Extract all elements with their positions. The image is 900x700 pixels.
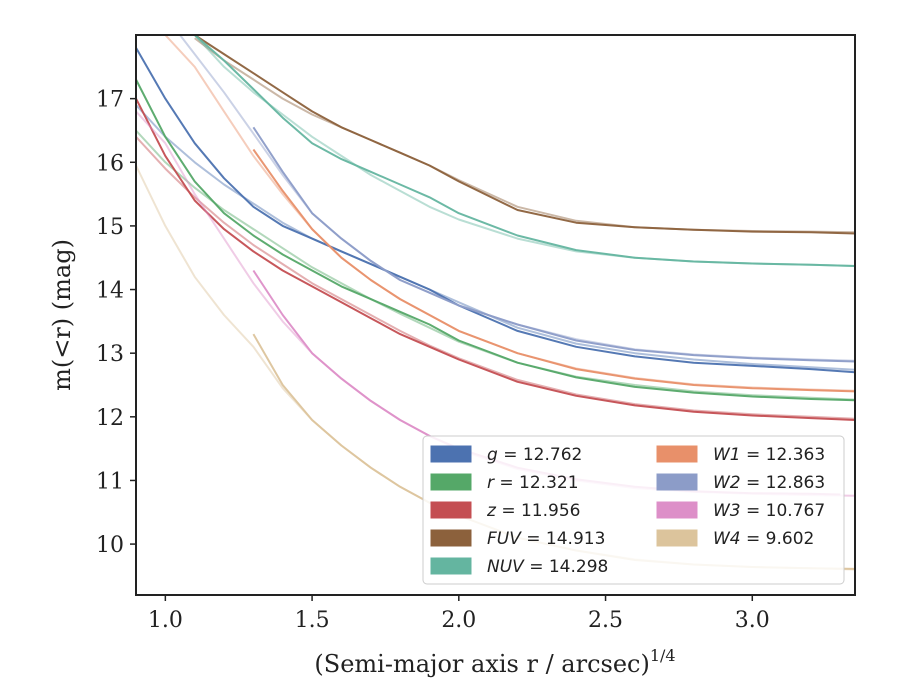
legend-label-name: W2 — [713, 473, 741, 493]
plot-frame — [135, 34, 856, 596]
series-line — [194, 35, 855, 267]
legend-label-value: = 12.363 — [741, 445, 826, 465]
legend-label: r = 12.321 — [487, 473, 579, 493]
y-tick-label: 12 — [96, 406, 124, 431]
y-axis-label: m(<r) (mag) — [48, 239, 76, 391]
legend-label-value: = 12.762 — [498, 445, 583, 465]
legend-label-name: FUV — [487, 529, 522, 549]
legend-label-value: = 9.602 — [741, 529, 815, 549]
y-tick-label: 14 — [96, 279, 124, 304]
series-line-secondary — [194, 37, 855, 234]
legend-label-name: r — [487, 473, 495, 493]
legend-label-name: W1 — [713, 445, 741, 465]
y-tick-label: 15 — [96, 215, 124, 240]
legend-swatch — [430, 529, 472, 547]
legend-label: FUV = 14.913 — [487, 529, 605, 549]
x-tick-label: 3.0 — [735, 608, 770, 633]
x-tick-label: 2.5 — [588, 608, 623, 633]
x-tick-label: 1.0 — [148, 608, 183, 633]
y-tick-label: 16 — [96, 151, 124, 176]
legend-swatch — [430, 501, 472, 519]
legend-label: g = 12.762 — [487, 445, 582, 465]
legend-swatch — [430, 473, 472, 491]
legend-swatch — [430, 445, 472, 463]
series-line-secondary — [136, 136, 855, 420]
legend-swatch — [656, 529, 698, 547]
y-tick-label: 10 — [96, 533, 124, 558]
series-line — [136, 79, 855, 402]
legend-label-value: = 12.863 — [741, 473, 826, 493]
legend-box — [422, 435, 845, 585]
legend-label-name: NUV — [487, 557, 525, 577]
legend-label-value: = 10.767 — [741, 501, 826, 521]
legend-label: z = 11.956 — [486, 501, 580, 521]
legend-label: W3 = 10.767 — [713, 501, 825, 521]
x-axis-label: (Semi-major axis r / arcsec)1/4 — [314, 646, 675, 678]
legend-swatch — [430, 557, 472, 575]
series-line — [252, 126, 855, 363]
y-tick-label: 13 — [96, 342, 124, 367]
series-line — [194, 35, 855, 235]
y-tick-label: 17 — [96, 88, 124, 113]
legend-label-value: = 14.913 — [521, 529, 606, 549]
series-line — [252, 148, 855, 393]
legend-swatch — [656, 473, 698, 491]
legend-label-value: = 14.298 — [524, 557, 609, 577]
series-line — [136, 47, 855, 374]
legend-label-name: g — [487, 445, 498, 465]
legend-label-value: = 11.956 — [496, 501, 581, 521]
legend-label-name: W3 — [713, 501, 741, 521]
legend-label-name: z — [486, 501, 497, 521]
y-axis-ticks: 10 11 12 13 14 15 16 17 — [96, 88, 136, 558]
legend-label: W4 = 9.602 — [713, 529, 814, 549]
legend-swatch — [656, 445, 698, 463]
x-axis-ticks: 1.0 1.5 2.0 2.5 3.0 — [148, 595, 770, 633]
legend-swatch — [656, 501, 698, 519]
x-axis-label-exponent: 1/4 — [650, 646, 676, 665]
legend-label-value: = 12.321 — [494, 473, 579, 493]
legend-label: W1 = 12.363 — [713, 445, 825, 465]
series-line-secondary — [136, 129, 855, 401]
legend-label: W2 = 12.863 — [713, 473, 825, 493]
series-line — [136, 98, 855, 421]
legend-label: NUV = 14.298 — [487, 557, 608, 577]
legend-label-name: W4 — [713, 529, 741, 549]
y-tick-label: 11 — [96, 469, 124, 494]
x-tick-label: 1.5 — [295, 608, 330, 633]
x-axis-label-text: (Semi-major axis r / arcsec) — [314, 650, 649, 678]
x-tick-label: 2.0 — [441, 608, 476, 633]
